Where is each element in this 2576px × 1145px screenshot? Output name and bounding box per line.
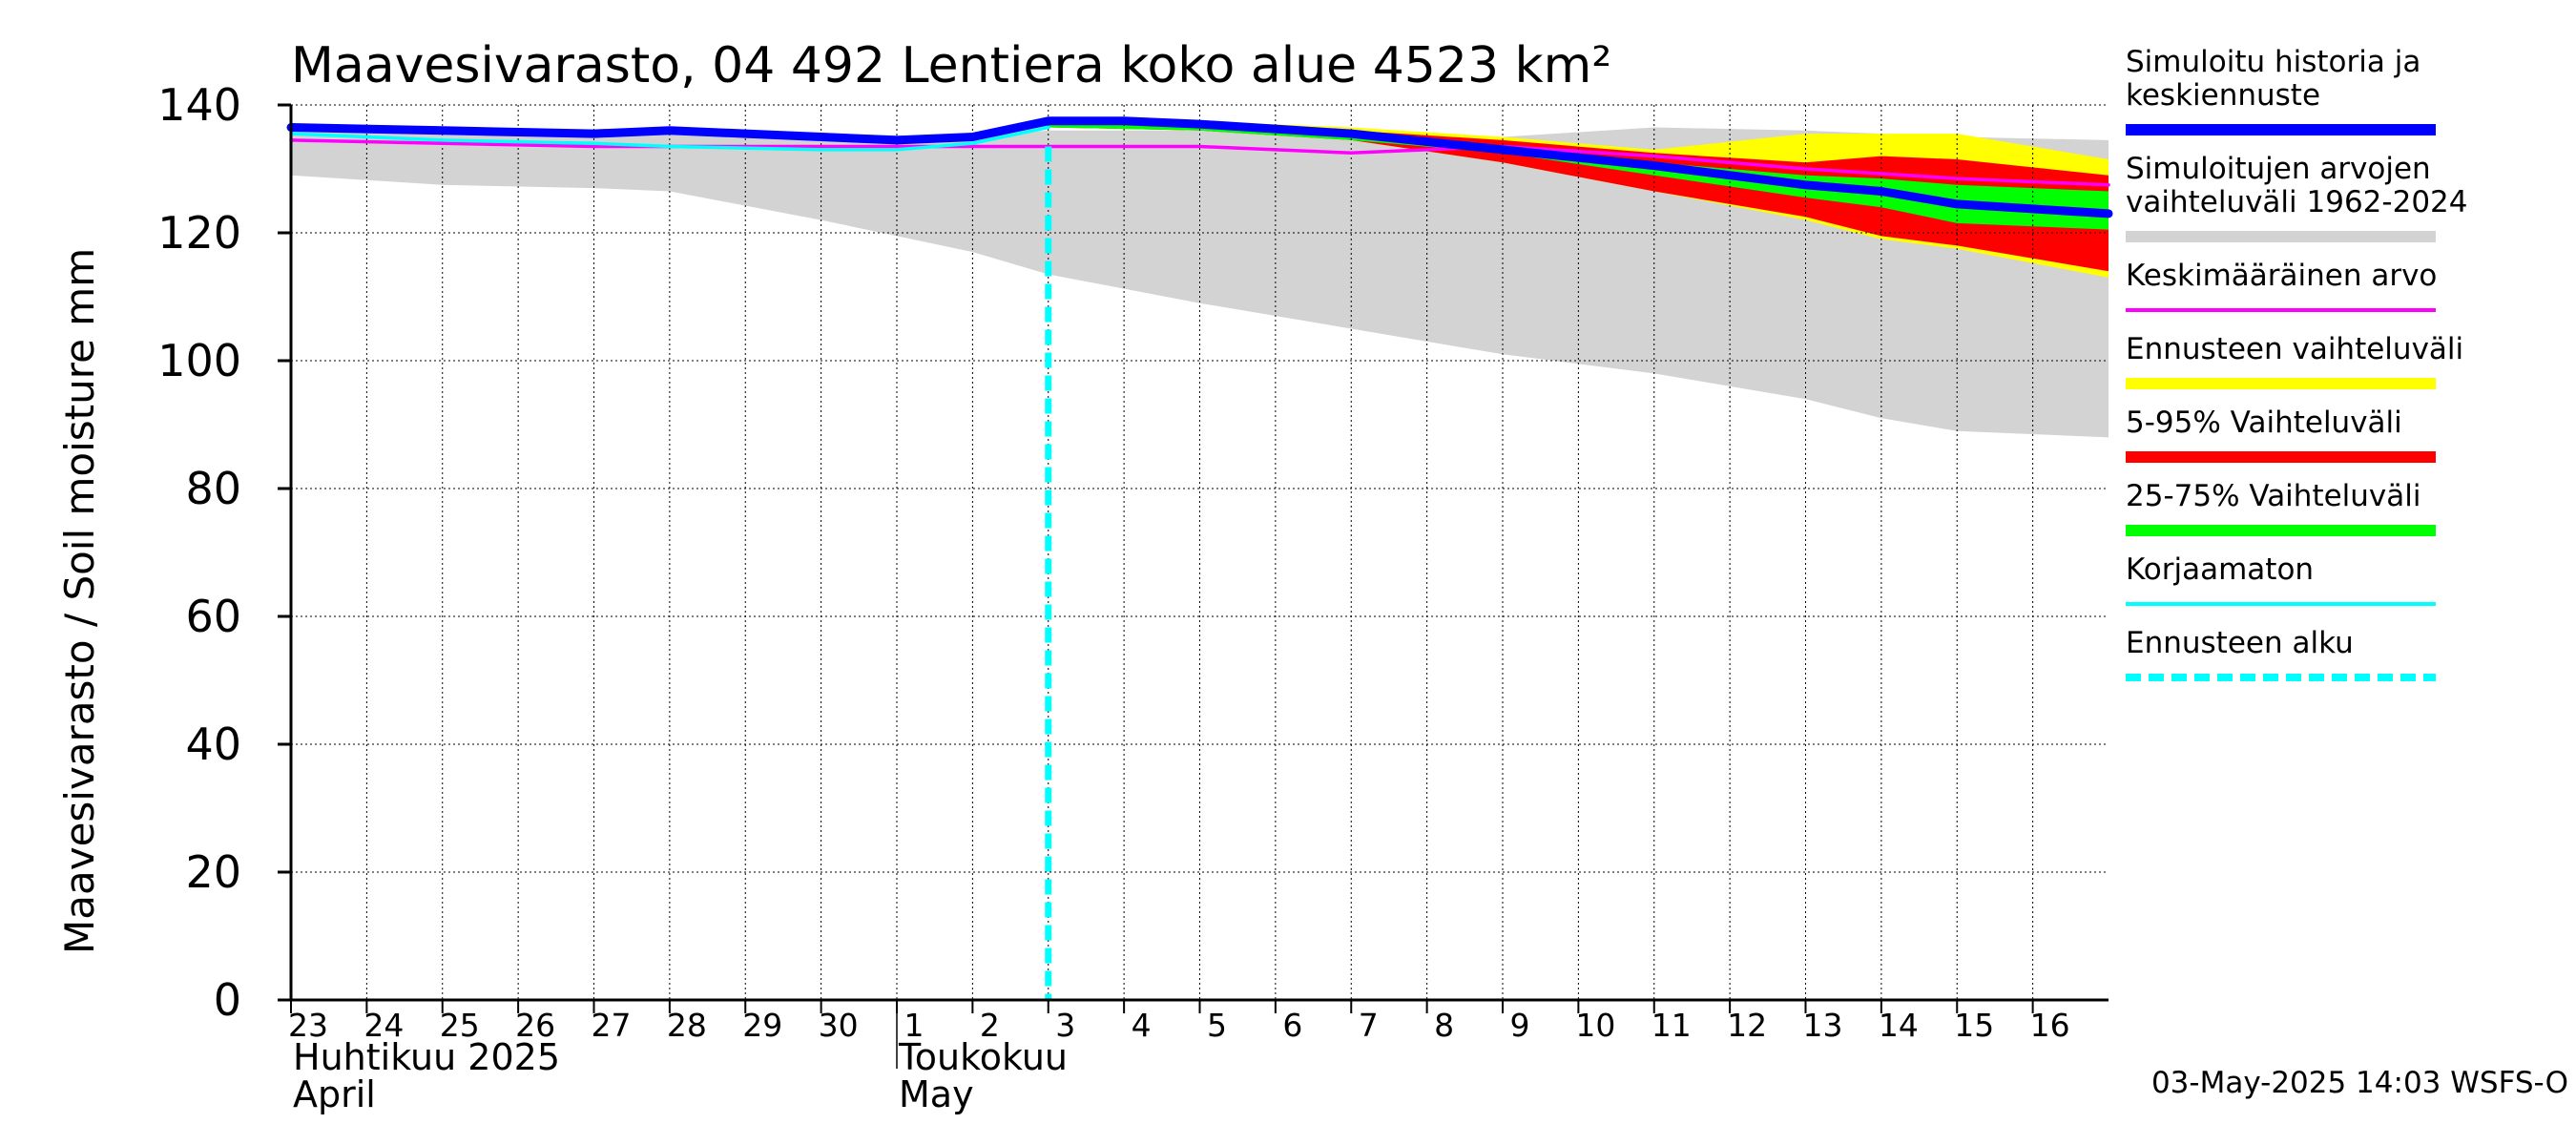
x-tick-label: 5 <box>1207 1007 1227 1044</box>
y-tick-label: 20 <box>185 846 241 898</box>
x-tick-label: 23 <box>288 1007 328 1044</box>
legend-label: Simuloitu historia ja <box>2126 45 2420 79</box>
x-tick-label: 25 <box>440 1007 480 1044</box>
x-tick-label: 15 <box>1954 1007 1994 1044</box>
timestamp: 03-May-2025 14:03 WSFS-O <box>2151 1066 2568 1100</box>
x-tick-label: 30 <box>819 1007 859 1044</box>
legend-label: Simuloitujen arvojen <box>2126 152 2431 186</box>
y-axis-label: Maavesivarasto / Soil moisture mm <box>56 248 103 954</box>
y-tick-label: 120 <box>157 207 241 259</box>
series-line-korjaamaton <box>289 125 1050 152</box>
x-tick-label: 12 <box>1727 1007 1767 1044</box>
x-tick-label: 7 <box>1359 1007 1379 1044</box>
x-tick-label: 24 <box>364 1007 404 1044</box>
x-tick-label: 28 <box>667 1007 707 1044</box>
series-line-keskim-r-inen-arvo <box>289 138 2110 187</box>
x-tick-label: 16 <box>2030 1007 2070 1044</box>
x-tick-label: 13 <box>1803 1007 1843 1044</box>
chart-title: Maavesivarasto, 04 492 Lentiera koko alu… <box>291 37 1611 94</box>
series-line-simuloitu-historia-ja-keskiennuste <box>286 116 2113 219</box>
legend-label: Keskimääräinen arvo <box>2126 259 2437 293</box>
y-tick-label: 140 <box>157 79 241 131</box>
month-label-en: April <box>293 1073 376 1115</box>
legend-item-25-75-vaihteluv-li: 25-75% Vaihteluväli <box>2126 479 2436 536</box>
month-label: Huhtikuu 2025 <box>293 1036 560 1078</box>
x-tick-label: 3 <box>1055 1007 1075 1044</box>
legend-label: 25-75% Vaihteluväli <box>2126 479 2421 513</box>
grid <box>290 104 2109 1000</box>
y-tick-label: 100 <box>157 335 241 386</box>
legend-label: Ennusteen alku <box>2126 626 2354 660</box>
x-tick-label: 4 <box>1132 1007 1152 1044</box>
x-tick-label: 11 <box>1652 1007 1692 1044</box>
legend-label: Korjaamaton <box>2126 552 2314 587</box>
y-tick-label: 0 <box>214 974 241 1026</box>
x-tick-label: 8 <box>1434 1007 1454 1044</box>
x-tick-label: 6 <box>1282 1007 1302 1044</box>
legend-item-korjaamaton: Korjaamaton <box>2126 552 2436 606</box>
x-tick-label: 26 <box>515 1007 555 1044</box>
legend-label: 5-95% Vaihteluväli <box>2126 406 2402 440</box>
legend-item-keskim-r-inen-arvo: Keskimääräinen arvo <box>2126 259 2437 312</box>
legend-label: keskiennuste <box>2126 78 2320 113</box>
month-label: Toukokuu <box>898 1036 1068 1078</box>
x-tick-label: 9 <box>1510 1007 1530 1044</box>
y-tick-label: 60 <box>185 591 241 642</box>
legend-item-ennusteen-alku: Ennusteen alku <box>2126 626 2436 681</box>
month-label-en: May <box>899 1073 974 1115</box>
legend-label: vaihteluväli 1962-2024 <box>2126 185 2467 219</box>
band-25-75-vaihteluv-li <box>1048 120 2109 230</box>
x-tick-label: 29 <box>742 1007 782 1044</box>
legend-item-ennusteen-vaihteluv-li: Ennusteen vaihteluväli <box>2126 332 2463 389</box>
y-tick-label: 80 <box>185 463 241 514</box>
x-tick-label: 1 <box>904 1007 924 1044</box>
x-tick-label: 10 <box>1575 1007 1615 1044</box>
legend-item-5-95-vaihteluv-li: 5-95% Vaihteluväli <box>2126 406 2436 463</box>
x-tick-label: 27 <box>592 1007 632 1044</box>
legend-label: Ennusteen vaihteluväli <box>2126 332 2463 366</box>
legend: Simuloitu historia jakeskiennusteSimuloi… <box>2126 45 2467 681</box>
x-tick-label: 2 <box>980 1007 1000 1044</box>
x-tick-label: 14 <box>1879 1007 1919 1044</box>
y-tick-label: 40 <box>185 718 241 770</box>
